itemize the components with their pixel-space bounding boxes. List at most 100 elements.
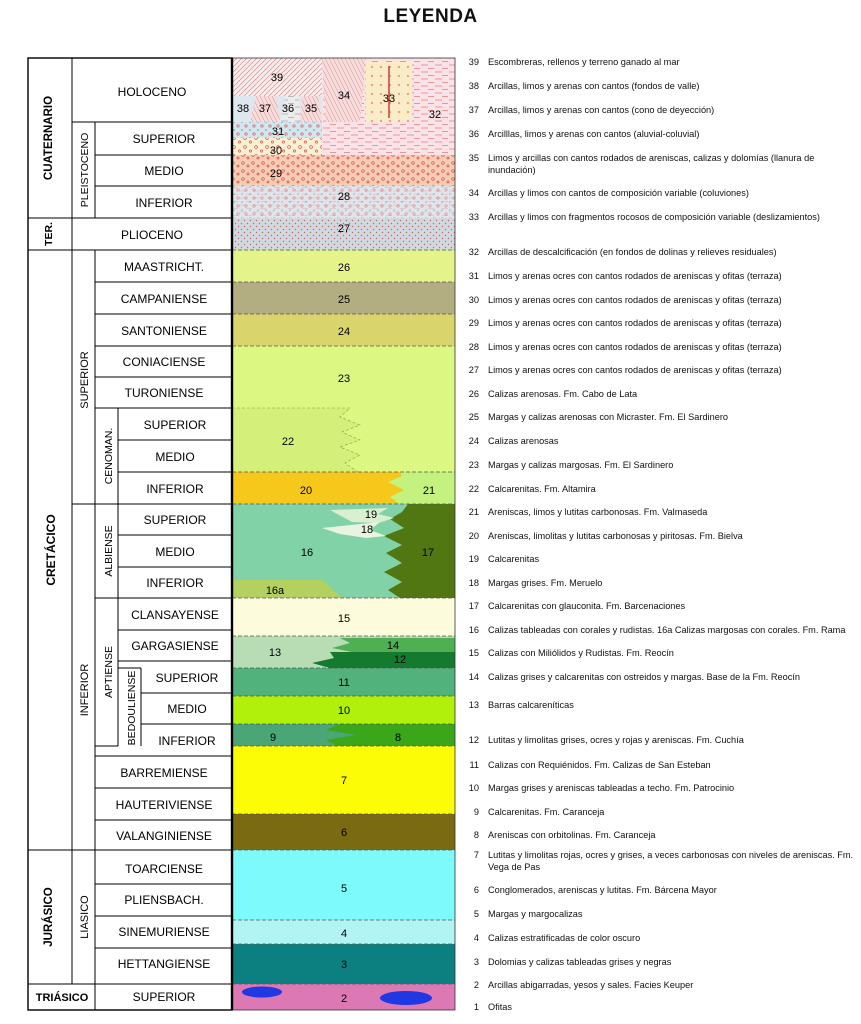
unit-16a [232, 580, 342, 598]
legend-description: Arcillas, limos y arenas con cantos (fon… [488, 81, 700, 91]
unit-label-35: 35 [305, 103, 317, 115]
stage-label-toarciense: TOARCIENSE [125, 862, 203, 876]
series-label-liasico: LIASICO [79, 895, 91, 939]
system-label-cretacico: CRETÁCICO [43, 514, 58, 585]
unit-label-31: 31 [272, 126, 284, 138]
legend-number: 6 [473, 885, 479, 895]
unit-31 [232, 122, 322, 138]
system-label-jurasico: JURÁSICO [42, 887, 55, 946]
legend-description: Arcillas de descalcificación (en fondos … [488, 247, 777, 257]
unit-26 [232, 250, 455, 282]
stage-label-turoniense: TURONIENSE [125, 386, 204, 400]
legend-description: Lutitas y limolitas rojas, ocres y grise… [488, 850, 854, 872]
legend-number: 10 [468, 783, 479, 793]
legend-number: 38 [468, 81, 479, 91]
legend-number: 1 [473, 1002, 479, 1012]
legend-description: Calizas con Miliólidos y Rudistas. Fm. R… [488, 648, 674, 658]
stage-label-gargasiense: GARGASIENSE [131, 639, 218, 653]
ophite-body [380, 991, 432, 1005]
legend-number: 37 [468, 105, 479, 115]
unit-18 [322, 522, 386, 538]
unit-14 [332, 638, 455, 652]
legend-description: Calizas grises y calcarenitas con ostrei… [488, 672, 800, 682]
legend-description: Lutitas y limolitas grises, ocres y roja… [488, 735, 744, 745]
subseries-label-bedouliense: BEDOULIENSE [126, 671, 138, 746]
stage-label-coniaciense: CONIACIENSE [123, 355, 206, 369]
legend-description: Areniscas, limos y lutitas carbonosas. F… [488, 507, 708, 517]
stage-label-maastricht: MAASTRICHT. [124, 260, 204, 274]
legend-description: Areniscas con orbitolinas. Fm. Caranceja [488, 830, 656, 840]
unit-36 [280, 96, 302, 122]
legend-number: 7 [473, 850, 479, 860]
stage-label-holoceno: HOLOCENO [118, 85, 187, 99]
unit-label-11: 11 [338, 677, 349, 689]
legend-number: 12 [468, 735, 479, 745]
legend-number: 39 [468, 57, 479, 67]
unit-25 [232, 282, 455, 314]
legend-description: Areniscas, limolitas y lutitas carbonosa… [488, 531, 743, 541]
legend-description: Arcillas y limos con cantos de composici… [488, 188, 749, 198]
subseries-label-aptiense: APTIENSE [103, 646, 115, 698]
system-label-triasico: TRIÁSICO [36, 991, 89, 1004]
legend-description: Calizas con Requiénidos. Fm. Calizas de … [488, 760, 711, 770]
legend-number: 26 [468, 389, 479, 399]
stage-label-campaniense: CAMPANIENSE [121, 292, 207, 306]
legend-number: 35 [468, 153, 479, 163]
unit-label-33: 33 [383, 93, 395, 105]
legend-description: Limos y arenas ocres con cantos rodados … [488, 318, 782, 328]
stage-label-pleist-superior: SUPERIOR [133, 132, 196, 146]
unit-4 [232, 920, 455, 944]
unit-label-20: 20 [300, 485, 312, 497]
unit-5 [232, 850, 455, 920]
legend-number: 3 [473, 957, 479, 967]
unit-label-8: 8 [395, 732, 401, 744]
stage-label-bedoul-superior: SUPERIOR [156, 671, 219, 685]
legend-number: 9 [473, 807, 479, 817]
stage-label-triasico-superior: SUPERIOR [133, 990, 196, 1004]
legend-description: Calizas arenosas. Fm. Cabo de Lata [488, 389, 638, 399]
stage-label-sinemuriense: SINEMURIENSE [118, 925, 209, 939]
unit-28 [232, 186, 455, 218]
unit-37 [250, 96, 280, 122]
legend-number: 11 [469, 760, 479, 770]
unit-12 [312, 652, 455, 668]
unit-label-27: 27 [338, 223, 350, 235]
legend-description: Margas y calizas arenosas con Micraster.… [488, 412, 728, 422]
stage-label-plioceno: PLIOCENO [121, 228, 183, 242]
legend-description: Margas grises. Fm. Meruelo [488, 578, 603, 588]
legend-number: 24 [468, 436, 479, 446]
legend-number: 4 [473, 933, 479, 943]
column-grid [27, 57, 234, 1011]
system-label-cuaternario: CUATERNARIO [43, 96, 55, 180]
stage-label-hettangiense: HETTANGIENSE [118, 957, 210, 971]
legend-number: 18 [468, 578, 479, 588]
unit-label-6: 6 [341, 827, 347, 839]
page-title: LEYENDA [383, 6, 478, 27]
legend-description: Calizas tableadas con corales y rudistas… [488, 625, 846, 635]
unit-label-34: 34 [338, 90, 350, 102]
unit-17 [384, 504, 455, 598]
unit-label-19: 19 [365, 509, 377, 521]
unit-label-15: 15 [338, 613, 350, 625]
unit-label-24: 24 [338, 326, 350, 338]
legend-description: Limos y arenas ocres con cantos rodados … [488, 271, 782, 281]
unit-7 [232, 746, 455, 814]
legend-number: 23 [468, 460, 479, 470]
unit-24 [232, 314, 455, 346]
legend-number: 21 [468, 507, 479, 517]
legend-number: 29 [468, 318, 479, 328]
unit-label-10: 10 [338, 705, 350, 717]
series-label-cret-superior: SUPERIOR [79, 351, 91, 409]
legend-number: 13 [468, 700, 479, 710]
system-label-terciario: TER. [43, 222, 55, 246]
legend-number: 17 [468, 601, 479, 611]
series-label-pleistoceno: PLEISTOCENO [79, 133, 91, 208]
legend-number: 28 [468, 342, 479, 352]
stage-label-barremiense: BARREMIENSE [120, 766, 207, 780]
unit-9 [232, 724, 356, 746]
legend-number: 14 [468, 672, 479, 682]
unit-label-21: 21 [423, 485, 435, 497]
legend-number: 15 [468, 648, 479, 658]
legend-description: Calizas arenosas [488, 436, 559, 446]
